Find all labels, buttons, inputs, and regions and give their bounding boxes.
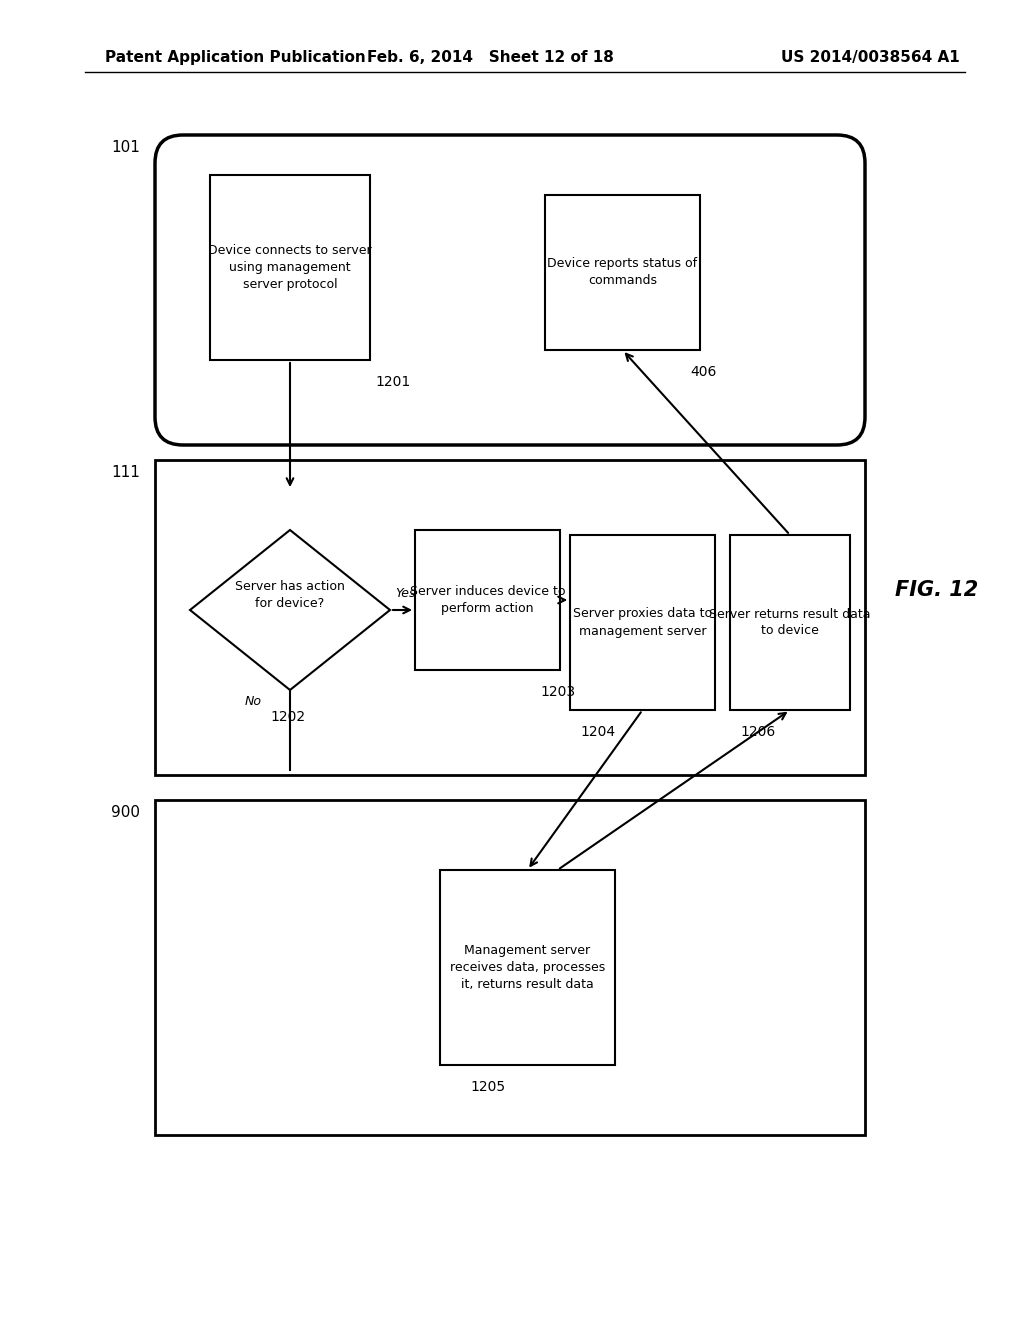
Text: 111: 111 — [112, 465, 140, 480]
Text: Device reports status of
commands: Device reports status of commands — [548, 257, 697, 288]
Text: No: No — [245, 696, 262, 708]
Bar — [570, 535, 715, 710]
Text: Feb. 6, 2014   Sheet 12 of 18: Feb. 6, 2014 Sheet 12 of 18 — [367, 50, 613, 65]
Text: Server induces device to
perform action: Server induces device to perform action — [410, 585, 565, 615]
Text: 1201: 1201 — [375, 375, 411, 389]
Bar — [155, 459, 865, 775]
Polygon shape — [190, 531, 390, 690]
Text: Device connects to server
using management
server protocol: Device connects to server using manageme… — [208, 244, 372, 290]
Text: 1204: 1204 — [580, 725, 615, 739]
Text: 1203: 1203 — [540, 685, 575, 700]
Text: 1205: 1205 — [470, 1080, 505, 1094]
Text: Server returns result data
to device: Server returns result data to device — [710, 607, 870, 638]
Text: Server has action
for device?: Server has action for device? — [236, 579, 345, 610]
Bar — [155, 800, 865, 1135]
Text: 1202: 1202 — [270, 710, 305, 723]
Bar — [730, 535, 850, 710]
Text: 406: 406 — [690, 366, 717, 379]
Text: 1206: 1206 — [740, 725, 775, 739]
Bar — [545, 195, 700, 350]
Text: 900: 900 — [111, 805, 140, 820]
Text: Yes: Yes — [395, 587, 416, 601]
Bar — [415, 531, 560, 671]
Text: US 2014/0038564 A1: US 2014/0038564 A1 — [781, 50, 961, 65]
Text: Patent Application Publication: Patent Application Publication — [105, 50, 366, 65]
FancyBboxPatch shape — [155, 135, 865, 445]
Text: Management server
receives data, processes
it, returns result data: Management server receives data, process… — [450, 944, 605, 991]
Text: Server proxies data to
management server: Server proxies data to management server — [573, 607, 712, 638]
Text: FIG. 12: FIG. 12 — [895, 579, 978, 601]
Bar — [210, 176, 370, 360]
Text: 101: 101 — [112, 140, 140, 154]
Bar — [440, 870, 615, 1065]
